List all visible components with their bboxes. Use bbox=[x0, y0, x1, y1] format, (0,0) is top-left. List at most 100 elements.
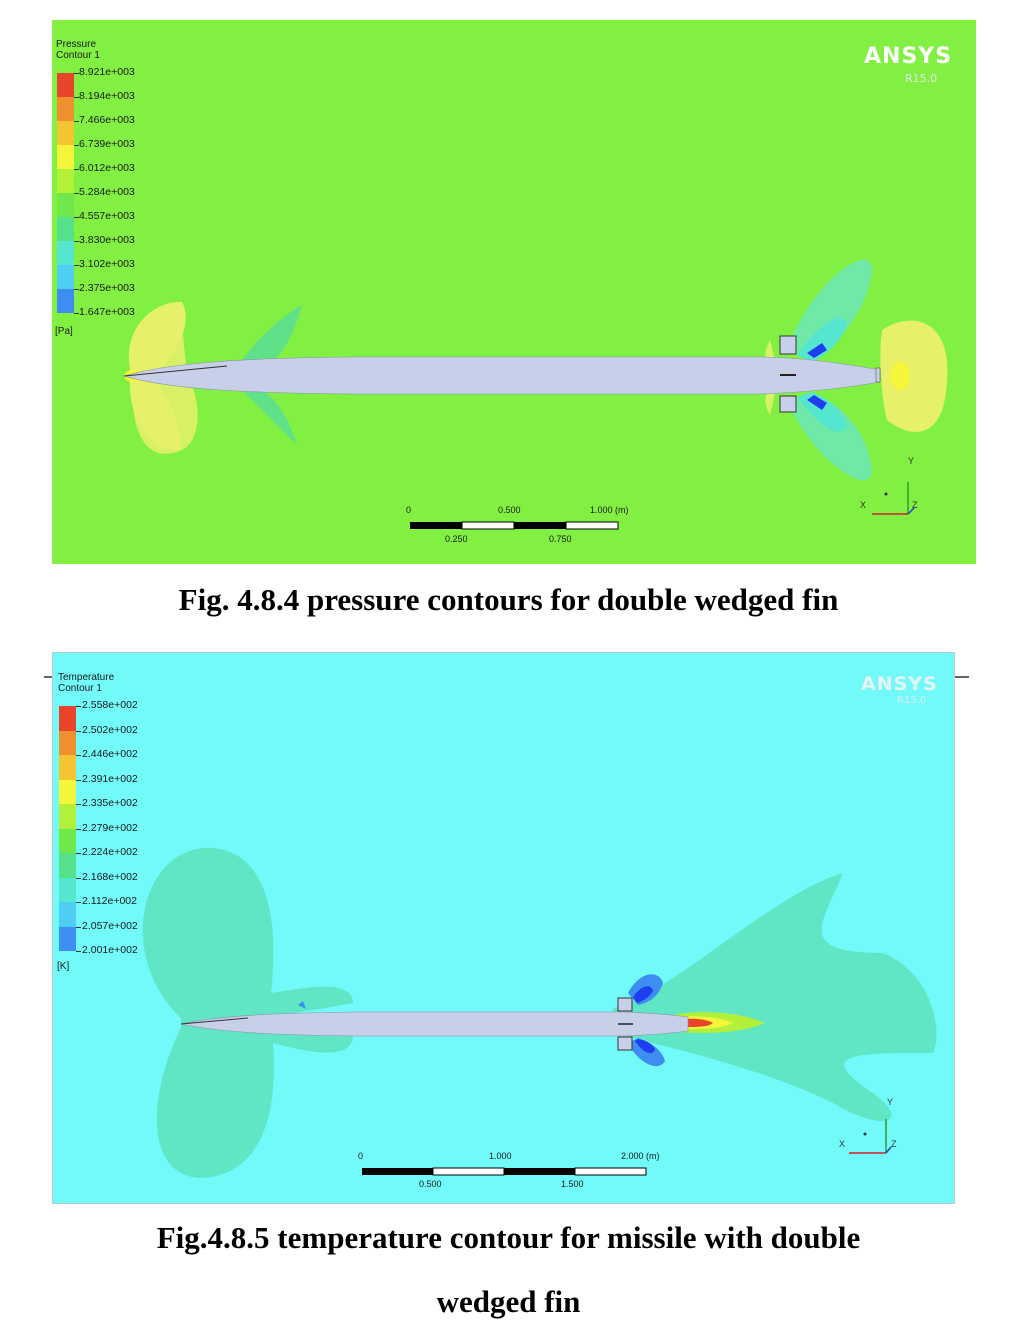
scale-segment-3 bbox=[504, 1168, 575, 1175]
nose-shock-region bbox=[128, 301, 186, 450]
scale-segment-1 bbox=[410, 522, 462, 529]
legend-value-label: 8.921e+003 bbox=[79, 66, 135, 78]
legend-colorbar bbox=[57, 73, 74, 313]
legend-value-label: 2.112e+002 bbox=[82, 895, 137, 907]
pressure-contour-field bbox=[122, 259, 948, 530]
triad-z-label: Z bbox=[891, 1139, 897, 1149]
legend-tick bbox=[74, 241, 79, 242]
tail-low-pressure-bottom bbox=[807, 395, 827, 410]
triad-dot bbox=[863, 1132, 867, 1136]
legend-value-label: 1.647e+003 bbox=[79, 306, 135, 318]
scale-label-0: 0 bbox=[358, 1151, 364, 1161]
triad-x-label: X bbox=[860, 500, 867, 510]
legend-colorbar bbox=[59, 706, 76, 951]
legend-value-label: 2.279e+002 bbox=[82, 821, 138, 834]
legend-value-label: 2.001e+002 bbox=[82, 944, 138, 956]
legend-tick bbox=[76, 853, 81, 854]
triad-y-label: Y bbox=[908, 456, 915, 466]
pressure-contour-plot: Pressure Contour 1 8.921e+003 8.194e+003 7… bbox=[52, 20, 976, 564]
triad-dot bbox=[884, 492, 888, 496]
triad-z-label: Z bbox=[912, 500, 918, 510]
legend-tick bbox=[74, 169, 79, 170]
side-line-right bbox=[955, 676, 969, 678]
shock-envelope-region bbox=[142, 847, 353, 1178]
missile-body bbox=[122, 356, 881, 395]
legend-tick bbox=[74, 193, 79, 194]
tail-lobe-top-inner bbox=[797, 318, 847, 362]
figure-caption-pressure: Fig. 4.8.4 pressure contours for double … bbox=[178, 582, 839, 617]
temperature-contour-field bbox=[142, 847, 937, 1178]
scale-label-0500: 0.500 bbox=[419, 1179, 442, 1189]
colorbar-band bbox=[57, 241, 74, 265]
legend-value-label: 7.466e+003 bbox=[79, 114, 135, 126]
colorbar-band bbox=[57, 265, 74, 289]
nose-cone-edge bbox=[180, 1017, 249, 1025]
legend-title: Temperature Contour 1 bbox=[58, 672, 115, 694]
scale-label-1500: 1.500 bbox=[561, 1179, 584, 1189]
colorbar-band bbox=[59, 926, 76, 951]
missile-base-plate bbox=[875, 367, 881, 383]
ansys-logo: ANSYS bbox=[861, 673, 938, 695]
scale-segment-4 bbox=[574, 1167, 647, 1176]
colorbar-band bbox=[59, 804, 76, 829]
ansys-logo: ANSYS bbox=[864, 44, 953, 69]
missile-body bbox=[180, 1011, 689, 1037]
legend-value-label: 3.830e+003 bbox=[79, 234, 135, 246]
legend-tick bbox=[76, 877, 81, 879]
tail-lobe-bottom-inner bbox=[797, 392, 847, 432]
legend-tick bbox=[74, 145, 79, 146]
legend-unit: [Pa] bbox=[55, 326, 73, 337]
legend-value-label: 4.557e+003 bbox=[79, 210, 135, 222]
legend-tick bbox=[76, 951, 81, 952]
colorbar-band bbox=[59, 877, 76, 902]
triad-z-axis bbox=[885, 1146, 892, 1154]
colorbar-band bbox=[57, 289, 74, 313]
legend-tick bbox=[74, 313, 79, 314]
legend-value-label: 2.375e+003 bbox=[79, 282, 135, 294]
colorbar-band bbox=[57, 97, 74, 121]
tail-lobe-top-outer bbox=[787, 259, 872, 360]
scale-label-0500: 0.500 bbox=[498, 505, 521, 515]
fin-bottom bbox=[617, 1036, 633, 1051]
colorbar-band bbox=[57, 121, 74, 145]
legend-value-label: 2.391e+002 bbox=[82, 772, 138, 785]
colorbar-band bbox=[59, 755, 76, 780]
scale-label-0750: 0.750 bbox=[549, 534, 572, 544]
tail-lobe-bottom-outer bbox=[787, 392, 872, 481]
fin-top bbox=[779, 335, 797, 355]
colorbar-band bbox=[57, 169, 74, 193]
forebody-lobe-bottom bbox=[242, 390, 297, 445]
tail-plume-hot-core bbox=[685, 1018, 713, 1027]
temperature-contour-plot: Temperature Contour 1 2.558e+002 2.502e+0… bbox=[52, 652, 955, 1204]
legend-tick bbox=[76, 730, 81, 732]
legend-tick bbox=[74, 73, 79, 74]
ansys-version: R15.0 bbox=[905, 72, 938, 85]
forebody-lobe-top bbox=[242, 305, 302, 365]
colorbar-band bbox=[57, 193, 74, 217]
colorbar-band bbox=[59, 902, 76, 927]
triad-y-label: Y bbox=[887, 1097, 894, 1107]
scale-segment-3 bbox=[514, 522, 566, 529]
base-stagnation-spot bbox=[890, 362, 910, 390]
colorbar-band bbox=[59, 730, 76, 755]
legend-tick bbox=[76, 706, 81, 707]
colorbar-band bbox=[57, 217, 74, 241]
scale-label-0250: 0.250 bbox=[445, 534, 468, 544]
colorbar-band bbox=[57, 145, 74, 169]
legend-value-label: 6.739e+003 bbox=[79, 138, 135, 150]
scale-label-2000: 2.000 (m) bbox=[621, 1151, 660, 1161]
legend-tick bbox=[76, 828, 81, 830]
scale-label-0: 0 bbox=[406, 505, 412, 515]
legend-value-label: 2.558e+002 bbox=[82, 699, 138, 711]
triad-x-label: X bbox=[839, 1139, 846, 1149]
legend-value-label: 2.224e+002 bbox=[82, 846, 138, 858]
nose-cone-edge bbox=[123, 365, 228, 377]
legend-value-label: 2.502e+002 bbox=[82, 723, 138, 736]
legend-unit: [K] bbox=[57, 961, 70, 972]
legend-tick bbox=[76, 902, 81, 903]
fin-cold-lobe-bottom-inner bbox=[635, 1039, 655, 1054]
aft-wake-region bbox=[613, 873, 937, 1122]
legend-tick bbox=[74, 217, 79, 218]
legend-value-label: 2.168e+002 bbox=[82, 870, 138, 883]
legend-tick bbox=[74, 121, 79, 122]
